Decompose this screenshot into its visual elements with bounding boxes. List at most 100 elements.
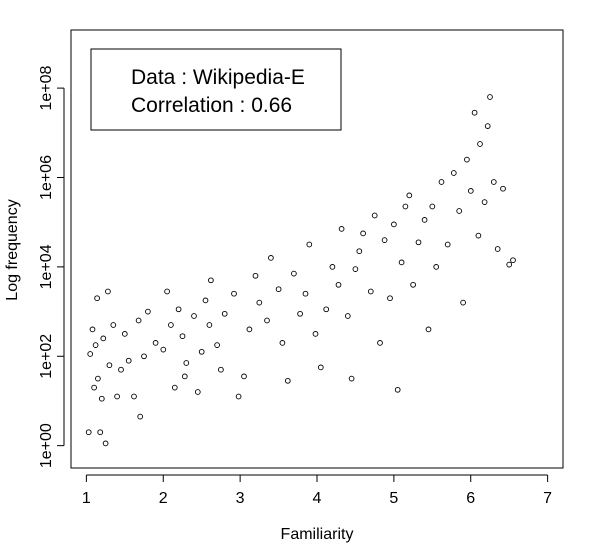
data-point (297, 310, 303, 317)
data-point (160, 346, 167, 353)
data-point (450, 170, 457, 176)
data-point (191, 313, 197, 319)
data-point (484, 123, 491, 129)
data-point (348, 375, 355, 382)
data-point (110, 322, 117, 328)
data-point (444, 241, 451, 248)
data-point (114, 393, 120, 400)
data-point (235, 393, 242, 400)
legend-box (90, 48, 342, 131)
data-point (118, 366, 124, 373)
data-point (391, 221, 397, 228)
data-point (164, 288, 170, 295)
data-point (387, 295, 393, 302)
data-point (252, 272, 259, 279)
data-point (135, 317, 142, 324)
data-point (481, 199, 488, 205)
data-point (406, 192, 413, 199)
data-point (429, 203, 436, 210)
data-point (335, 281, 342, 288)
data-point (381, 237, 388, 243)
data-point (323, 306, 330, 313)
data-point (183, 360, 190, 366)
data-point (198, 348, 205, 355)
data-point (106, 362, 113, 369)
data-point (121, 331, 128, 337)
data-point (256, 299, 263, 306)
data-points (85, 94, 516, 447)
data-point (356, 248, 363, 255)
data-point (415, 239, 422, 246)
data-point (464, 156, 470, 163)
data-point (467, 188, 474, 194)
data-point (312, 331, 319, 337)
y-tick-label: 1e+00 (38, 423, 55, 468)
data-point (231, 290, 237, 297)
data-point (284, 377, 291, 384)
data-point (475, 232, 482, 239)
plot-frame (70, 29, 564, 469)
x-tick-label: 2 (159, 490, 168, 507)
data-point (95, 375, 101, 382)
data-point (490, 179, 497, 185)
data-point (433, 264, 440, 270)
data-point (241, 373, 247, 380)
y-axis: 1e+00 1e+02 1e+04 1e+06 1e+08 (38, 66, 65, 468)
data-point (152, 340, 159, 346)
data-point (494, 246, 501, 252)
data-point (371, 212, 378, 219)
data-point (125, 357, 132, 364)
data-point (218, 366, 224, 373)
data-point (246, 326, 253, 333)
legend: Data : Wikipedia-E Correlation : 0.66 (90, 48, 342, 131)
data-point (279, 340, 286, 346)
data-point (398, 259, 405, 266)
data-point (100, 335, 107, 342)
data-point (221, 310, 228, 317)
data-point (302, 290, 309, 297)
data-point (89, 326, 96, 333)
data-point (402, 203, 409, 210)
data-point (181, 373, 188, 380)
y-tick-label: 1e+06 (38, 155, 55, 200)
data-point (94, 295, 100, 302)
y-axis-label: Log frequency (4, 199, 21, 300)
x-tick-label: 1 (82, 490, 91, 507)
data-point (360, 230, 366, 237)
data-point (102, 440, 109, 447)
data-point (456, 208, 463, 214)
data-point (145, 308, 151, 315)
data-point (97, 429, 104, 436)
data-point (85, 429, 92, 436)
data-point (500, 185, 506, 192)
data-point (275, 286, 282, 293)
data-point (394, 386, 401, 393)
y-tick-label: 1e+04 (38, 244, 55, 289)
data-point (137, 413, 144, 420)
data-point (91, 384, 97, 391)
data-point (131, 393, 137, 400)
data-point (168, 322, 174, 328)
data-point (471, 109, 478, 116)
data-point (377, 340, 383, 346)
data-point (87, 351, 94, 357)
data-point (438, 179, 445, 185)
data-point (317, 364, 324, 371)
data-point (344, 313, 351, 319)
x-tick-label: 5 (389, 490, 398, 507)
x-tick-label: 6 (466, 490, 475, 507)
data-point (208, 277, 214, 284)
data-point (506, 261, 513, 268)
data-point (487, 94, 493, 100)
data-point (206, 322, 213, 328)
data-point (202, 297, 209, 304)
data-point (367, 288, 374, 295)
data-point (264, 317, 270, 324)
data-point (338, 226, 345, 232)
data-point (410, 281, 416, 288)
x-axis-label: Familiarity (281, 526, 354, 543)
x-tick-label: 4 (313, 490, 322, 507)
data-point (92, 342, 99, 348)
data-point (171, 384, 178, 391)
data-point (291, 270, 297, 277)
